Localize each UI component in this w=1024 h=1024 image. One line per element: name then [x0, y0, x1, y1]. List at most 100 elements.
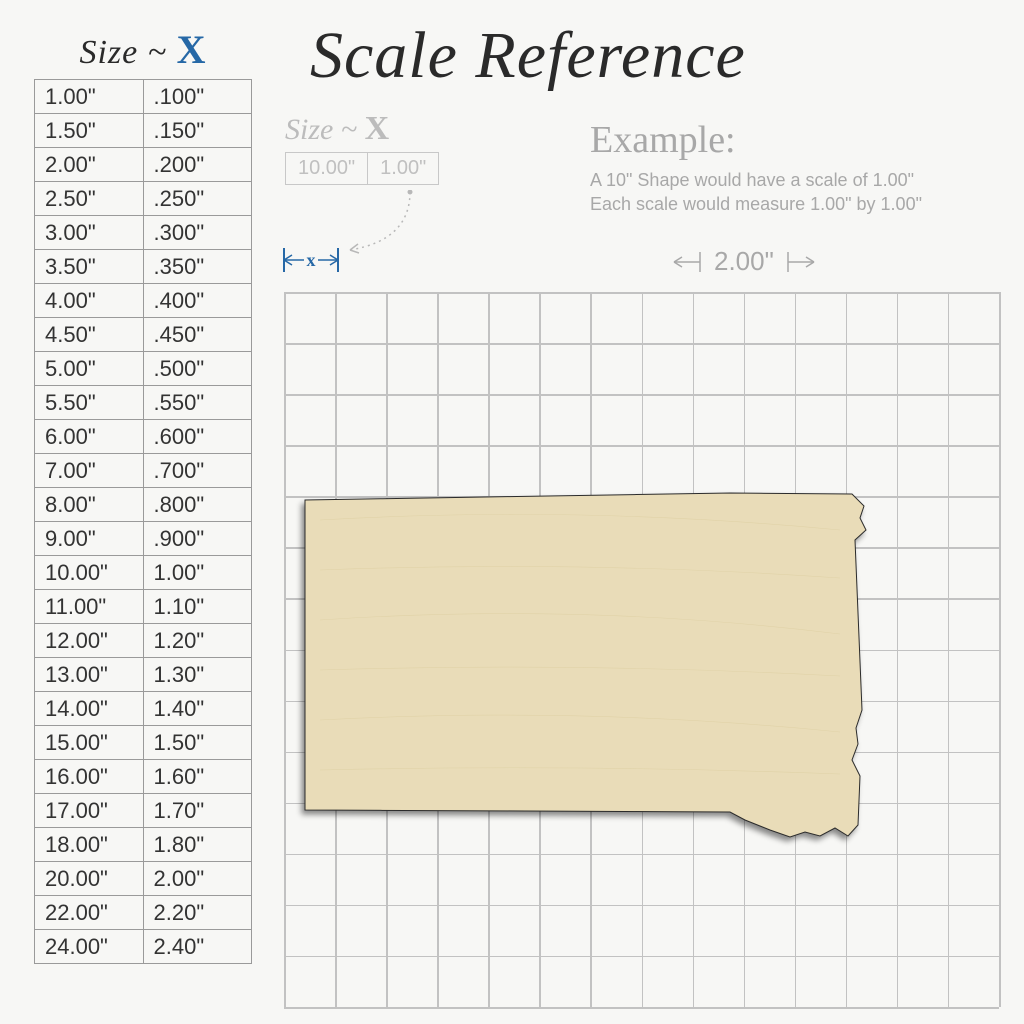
- table-row: 9.00".900": [35, 522, 252, 556]
- table-cell: 6.00": [35, 420, 144, 454]
- table-cell: 12.00": [35, 624, 144, 658]
- table-cell: 3.00": [35, 216, 144, 250]
- table-cell: 1.50": [35, 114, 144, 148]
- table-cell: 1.40": [143, 692, 252, 726]
- table-row: 4.00".400": [35, 284, 252, 318]
- table-cell: 1.20": [143, 624, 252, 658]
- table-cell: .550": [143, 386, 252, 420]
- table-cell: 18.00": [35, 828, 144, 862]
- table-cell: .600": [143, 420, 252, 454]
- size-table-header: Size ~ X: [34, 26, 252, 73]
- table-row: 2.50".250": [35, 182, 252, 216]
- size-table: Size ~ X 1.00".100"1.50".150"2.00".200"2…: [34, 26, 252, 964]
- table-row: 7.00".700": [35, 454, 252, 488]
- table-cell: .700": [143, 454, 252, 488]
- table-cell: 1.50": [143, 726, 252, 760]
- table-cell: 10.00": [35, 556, 144, 590]
- table-cell: .250": [143, 182, 252, 216]
- table-cell: 2.40": [143, 930, 252, 964]
- table-row: 17.00"1.70": [35, 794, 252, 828]
- mini-table: 10.00" 1.00": [285, 152, 439, 185]
- table-row: 1.50".150": [35, 114, 252, 148]
- table-cell: 4.50": [35, 318, 144, 352]
- table-row: 12.00"1.20": [35, 624, 252, 658]
- size-x-icon: X: [177, 27, 207, 72]
- x-symbol: x: [307, 250, 316, 270]
- table-cell: 17.00": [35, 794, 144, 828]
- x-dimension-indicator: x: [280, 242, 390, 283]
- table-row: 22.00"2.20": [35, 896, 252, 930]
- table-cell: 1.80": [143, 828, 252, 862]
- table-cell: 1.30": [143, 658, 252, 692]
- mini-cell-size: 10.00": [286, 153, 368, 185]
- table-cell: 2.00": [143, 862, 252, 896]
- example-line-1: A 10" Shape would have a scale of 1.00": [590, 168, 1010, 192]
- table-cell: 15.00": [35, 726, 144, 760]
- grid-scale-label: 2.00": [668, 246, 820, 277]
- table-cell: .300": [143, 216, 252, 250]
- table-row: 15.00"1.50": [35, 726, 252, 760]
- table-cell: .450": [143, 318, 252, 352]
- table-row: 4.50".450": [35, 318, 252, 352]
- table-cell: 2.00": [35, 148, 144, 182]
- table-cell: 1.10": [143, 590, 252, 624]
- mini-size-label: Size ~ X: [285, 110, 439, 148]
- table-cell: .350": [143, 250, 252, 284]
- table-cell: 5.50": [35, 386, 144, 420]
- table-cell: 8.00": [35, 488, 144, 522]
- table-cell: 1.60": [143, 760, 252, 794]
- table-cell: 1.70": [143, 794, 252, 828]
- table-cell: .900": [143, 522, 252, 556]
- table-row: 20.00"2.00": [35, 862, 252, 896]
- table-row: 11.00"1.10": [35, 590, 252, 624]
- table-row: 5.00".500": [35, 352, 252, 386]
- example-title: Example:: [590, 118, 1010, 162]
- table-cell: 5.00": [35, 352, 144, 386]
- table-cell: .400": [143, 284, 252, 318]
- table-row: 1.00".100": [35, 80, 252, 114]
- table-row: 6.00".600": [35, 420, 252, 454]
- table-row: 3.50".350": [35, 250, 252, 284]
- grid-scale-value: 2.00": [714, 246, 774, 277]
- table-cell: 14.00": [35, 692, 144, 726]
- state-shape: [300, 480, 870, 840]
- mini-x-icon: X: [365, 110, 390, 147]
- table-row: 10.00"1.00": [35, 556, 252, 590]
- table-cell: 11.00": [35, 590, 144, 624]
- table-cell: 2.20": [143, 896, 252, 930]
- table-row: 2.00".200": [35, 148, 252, 182]
- table-cell: 1.00": [143, 556, 252, 590]
- table-row: 16.00"1.60": [35, 760, 252, 794]
- size-label: Size ~: [79, 34, 176, 71]
- table-cell: .150": [143, 114, 252, 148]
- table-cell: 9.00": [35, 522, 144, 556]
- table-cell: 16.00": [35, 760, 144, 794]
- arrow-right-icon: [786, 250, 820, 274]
- table-cell: 13.00": [35, 658, 144, 692]
- size-data-table: 1.00".100"1.50".150"2.00".200"2.50".250"…: [34, 79, 252, 964]
- table-cell: 2.50": [35, 182, 144, 216]
- table-cell: 1.00": [35, 80, 144, 114]
- table-cell: .200": [143, 148, 252, 182]
- arrow-left-icon: [668, 250, 702, 274]
- table-row: 8.00".800": [35, 488, 252, 522]
- table-row: 14.00"1.40": [35, 692, 252, 726]
- table-cell: .500": [143, 352, 252, 386]
- page-title: Scale Reference: [310, 18, 746, 94]
- table-cell: 4.00": [35, 284, 144, 318]
- table-row: 13.00"1.30": [35, 658, 252, 692]
- table-cell: .100": [143, 80, 252, 114]
- table-cell: 3.50": [35, 250, 144, 284]
- example-line-2: Each scale would measure 1.00" by 1.00": [590, 192, 1010, 216]
- table-cell: 22.00": [35, 896, 144, 930]
- table-row: 24.00"2.40": [35, 930, 252, 964]
- table-cell: .800": [143, 488, 252, 522]
- example-mini-block: Size ~ X 10.00" 1.00": [285, 110, 439, 185]
- table-row: 3.00".300": [35, 216, 252, 250]
- mini-cell-scale: 1.00": [368, 153, 439, 185]
- table-cell: 20.00": [35, 862, 144, 896]
- table-row: 5.50".550": [35, 386, 252, 420]
- example-text-block: Example: A 10" Shape would have a scale …: [590, 118, 1010, 217]
- table-cell: 24.00": [35, 930, 144, 964]
- table-row: 18.00"1.80": [35, 828, 252, 862]
